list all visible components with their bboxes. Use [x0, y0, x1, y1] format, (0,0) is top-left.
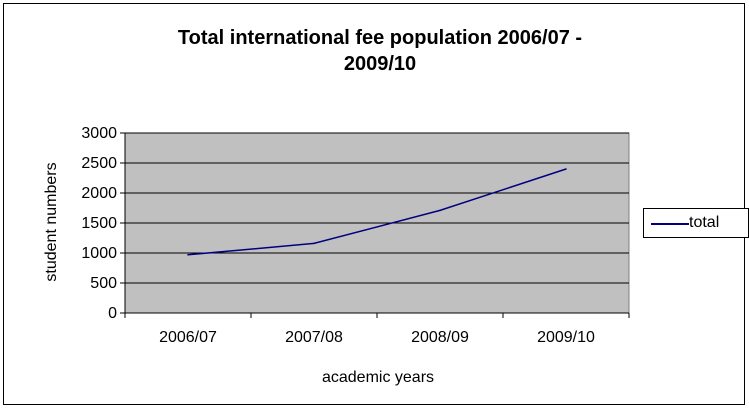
x-tick-label-1: 2007/08	[285, 329, 343, 346]
x-axis-label: academic years	[321, 369, 435, 386]
y-tick-label-5: 2500	[81, 155, 117, 172]
legend-label-total: total	[689, 214, 720, 231]
y-tick-label-0: 0	[108, 305, 117, 322]
y-tick-label-4: 2000	[81, 185, 117, 202]
y-tick-label-1: 500	[90, 275, 117, 292]
legend: total	[643, 208, 749, 238]
x-tick-label-2: 2008/09	[411, 329, 469, 346]
chart-title: Total international fee population 2006/…	[177, 27, 583, 75]
legend-swatch-total	[651, 223, 689, 225]
data-point-total-2	[439, 209, 441, 212]
x-tick-label-3: 2009/10	[537, 329, 595, 346]
y-axis-label: student numbers	[43, 162, 60, 282]
y-tick-label-3: 1500	[81, 215, 117, 232]
data-point-total-0	[187, 254, 189, 256]
data-point-total-3	[565, 168, 567, 170]
series-line-total	[187, 168, 567, 256]
y-tick-label-2: 1000	[81, 245, 117, 262]
y-tick-label-6: 3000	[81, 125, 117, 142]
x-tick-label-0: 2006/07	[159, 329, 217, 346]
data-point-total-1	[313, 242, 315, 245]
